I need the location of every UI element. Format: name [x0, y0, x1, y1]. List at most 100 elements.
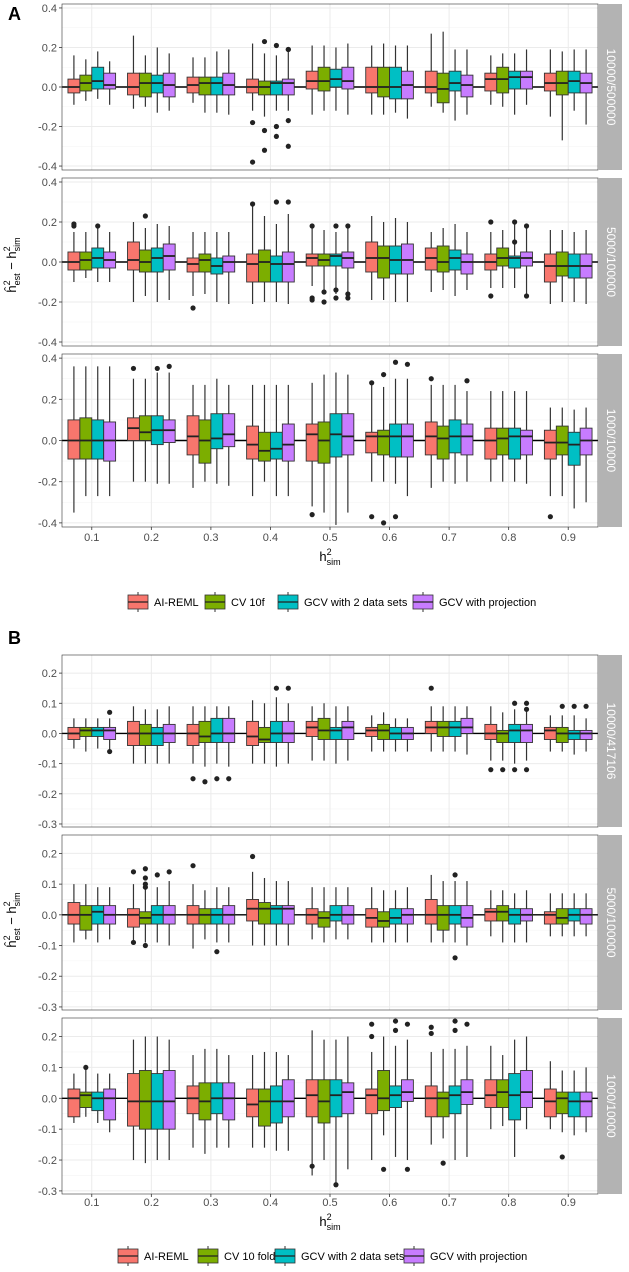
- box-body: [520, 251, 533, 267]
- box-gcv-with-projection-0.6: [401, 45, 414, 119]
- box-gcv-with-projection-0.3: [222, 887, 236, 943]
- box-gcv-with-2-data-sets-0.2: [150, 1036, 164, 1161]
- legend-item-gcv-with-projection: GCV with projection: [403, 1246, 527, 1266]
- box-body: [567, 729, 581, 740]
- box-body: [543, 253, 557, 283]
- x-tick-label: 0.3: [203, 532, 218, 544]
- box-gcv-with-projection-0.5: [341, 706, 355, 761]
- outlier-point: [273, 123, 279, 130]
- outlier-point: [571, 703, 577, 709]
- box-ai-reml-0.4: [246, 871, 259, 946]
- box-body: [258, 902, 271, 925]
- box-body: [341, 66, 355, 90]
- box-body: [281, 78, 295, 96]
- box-body: [246, 425, 259, 460]
- box-body: [222, 72, 236, 96]
- outlier-point: [249, 853, 256, 860]
- facet-A-1: -0.4 -0.2 0.0 0.2 0.4 10000/500000: [38, 3, 622, 173]
- x-tick-label: 0.6: [382, 532, 397, 544]
- outlier-point: [428, 1030, 434, 1037]
- box-body: [555, 251, 569, 277]
- box-body: [198, 253, 212, 273]
- x-tick-label: 0.3: [203, 1197, 218, 1209]
- box-gcv-with-projection-0.6: [401, 718, 414, 752]
- box-body: [91, 1091, 105, 1112]
- box-body: [222, 1082, 236, 1121]
- box-gcv-with-2-data-sets-0.5: [329, 887, 343, 940]
- y-tick-label: 0.4: [42, 3, 57, 15]
- box-ai-reml-0.8: [484, 232, 498, 288]
- box-cv-10f-0.5: [317, 374, 331, 513]
- box-cv-10f-0.5: [317, 45, 331, 111]
- outlier-point: [559, 703, 565, 709]
- box-gcv-with-projection-0.7: [460, 391, 474, 482]
- box-body: [520, 429, 533, 456]
- facet-strip: [598, 1018, 622, 1194]
- box-cv-10f-0.2: [138, 378, 152, 482]
- facet-strip-label: 1000/10000: [604, 1074, 618, 1138]
- box-body: [579, 1091, 593, 1118]
- outlier-point: [523, 223, 530, 229]
- box-gcv-with-projection-0.2: [162, 226, 176, 300]
- box-body: [186, 415, 200, 456]
- facet-strip-label: 5000/100000: [604, 227, 618, 297]
- box-gcv-with-projection-0.1: [103, 61, 117, 105]
- outlier-point: [345, 295, 351, 301]
- box-body: [269, 431, 283, 460]
- legend-item-ai-reml: AI-REML: [127, 592, 199, 612]
- outlier-point: [428, 685, 434, 691]
- box-gcv-with-projection-0.6: [401, 378, 414, 497]
- box-gcv-with-projection-0.3: [222, 384, 236, 486]
- box-gcv-with-2-data-sets-0.5: [329, 1039, 343, 1185]
- box-ai-reml-0.1: [67, 366, 81, 513]
- box-ai-reml-0.2: [127, 378, 140, 482]
- outlier-point: [321, 289, 327, 295]
- box-gcv-with-projection-0.1: [103, 1073, 117, 1133]
- box-gcv-with-2-data-sets-0.1: [91, 718, 105, 749]
- box-gcv-with-projection-0.3: [222, 1055, 236, 1148]
- outlier-point: [369, 514, 375, 520]
- outlier-point: [83, 1064, 89, 1071]
- box-body: [389, 1085, 402, 1108]
- facet-strip-label: 10000/500000: [604, 49, 618, 126]
- box-body: [162, 419, 176, 444]
- box-body: [341, 251, 355, 269]
- x-tick-label: 0.5: [322, 1197, 337, 1209]
- outlier-point: [392, 1018, 399, 1024]
- box-body: [281, 251, 295, 283]
- box-body: [484, 72, 498, 92]
- box-gcv-with-projection-0.6: [401, 887, 414, 943]
- facet-strip: [598, 4, 622, 170]
- box-body: [329, 1079, 343, 1118]
- box-gcv-with-projection-0.3: [222, 706, 236, 767]
- box-body: [508, 723, 522, 743]
- box-body: [424, 70, 438, 94]
- facet-B-1: -0.3 -0.2 -0.1 0.0 0.1 0.2 10000/417106: [38, 654, 622, 831]
- box-body: [91, 419, 105, 460]
- box-ai-reml-0.1: [67, 884, 81, 943]
- box-body: [508, 1073, 522, 1121]
- box-body: [508, 427, 522, 460]
- box-body: [377, 911, 391, 928]
- box-body: [186, 723, 200, 746]
- box-body: [210, 717, 224, 743]
- facet-strip: [598, 178, 622, 346]
- x-tick-label: 0.7: [441, 532, 456, 544]
- box-body: [258, 1088, 271, 1127]
- box-body: [329, 413, 343, 458]
- box-gcv-with-projection-0.9: [579, 407, 593, 503]
- outlier-point: [309, 223, 315, 229]
- box-gcv-with-projection-0.8: [520, 228, 533, 296]
- box-body: [281, 423, 295, 462]
- outlier-point: [309, 1163, 315, 1169]
- box-gcv-with-2-data-sets-0.6: [389, 218, 402, 302]
- box-gcv-with-projection-0.2: [162, 1039, 176, 1161]
- box-gcv-with-projection-0.1: [103, 887, 117, 940]
- y-tick-label: 0.0: [42, 1093, 57, 1105]
- legend-item-gcv-with-2-data-sets: GCV with 2 data sets: [277, 592, 408, 612]
- y-tick-label: -0.3: [38, 1186, 57, 1198]
- box-gcv-with-2-data-sets-0.7: [448, 881, 462, 943]
- box-body: [222, 717, 236, 743]
- box-body: [317, 421, 331, 464]
- box-cv-10-fold-0.5: [317, 703, 331, 761]
